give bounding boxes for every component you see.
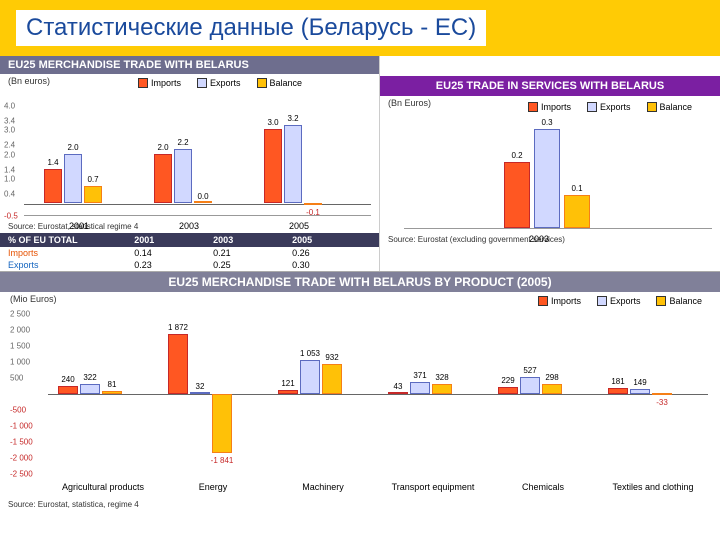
legend-imports: Imports: [138, 78, 181, 88]
page-title-bar: Статистические данные (Беларусь - ЕС): [0, 0, 720, 56]
table-row: Imports0.140.210.26: [0, 247, 379, 259]
panel1-table-header: % OF EU TOTAL 2001 2003 2005: [0, 233, 379, 247]
panel3-legend: Imports Exports Balance: [530, 294, 710, 308]
services-panel: EU25 TRADE IN SERVICES WITH BELARUS (Bn …: [380, 56, 720, 271]
page-title: Статистические данные (Беларусь - ЕС): [16, 10, 486, 46]
panel1-table-body: Imports0.140.210.26Exports0.230.250.30: [0, 247, 379, 271]
panel3-chart: 2 5002 0001 5001 000500-500-1 000-1 500-…: [8, 314, 712, 474]
panel2-chart: 0.20.30.12003: [404, 114, 712, 229]
panel2-title: EU25 TRADE IN SERVICES WITH BELARUS: [380, 76, 720, 96]
panel1-title: EU25 MERCHANDISE TRADE WITH BELARUS: [0, 56, 379, 74]
panel3-unit: (Mio Euros): [10, 294, 57, 308]
panel2-legend: Imports Exports Balance: [520, 100, 700, 114]
merchandise-trade-panel: EU25 MERCHANDISE TRADE WITH BELARUS (Bn …: [0, 56, 380, 271]
legend-exports: Exports: [197, 78, 241, 88]
panel1-chart: 4.03.43.02.42.01.41.00.4-0.51.42.00.7200…: [24, 106, 371, 216]
product-panel: EU25 MERCHANDISE TRADE WITH BELARUS BY P…: [0, 271, 720, 511]
panel3-source: Source: Eurostat, statistica, regime 4: [0, 498, 720, 511]
legend-balance: Balance: [257, 78, 303, 88]
table-row: Exports0.230.250.30: [0, 259, 379, 271]
panel1-legend: Imports Exports Balance: [130, 76, 310, 90]
panel3-title: EU25 MERCHANDISE TRADE WITH BELARUS BY P…: [0, 272, 720, 292]
top-row: EU25 MERCHANDISE TRADE WITH BELARUS (Bn …: [0, 56, 720, 271]
